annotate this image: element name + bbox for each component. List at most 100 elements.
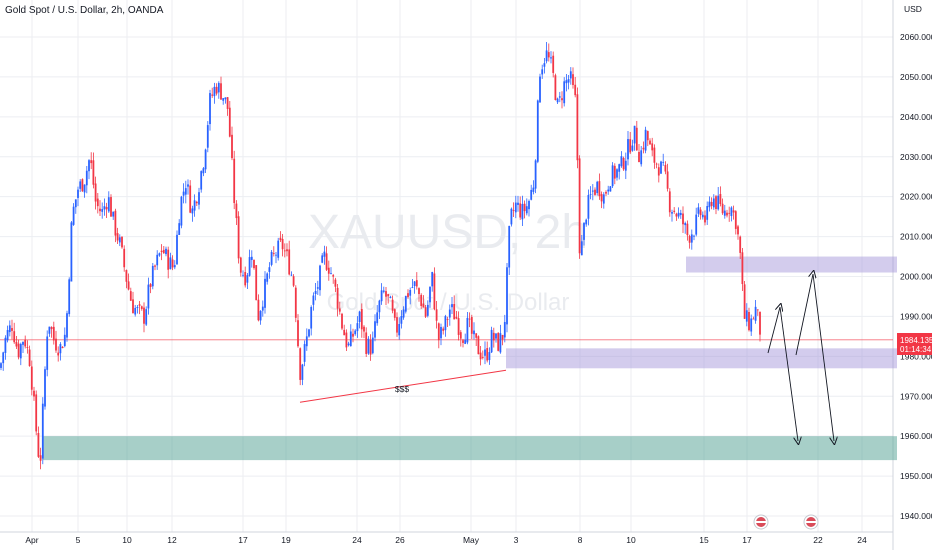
candle-body (17, 343, 20, 358)
candle-body (171, 259, 174, 268)
candle-body (530, 189, 533, 200)
candle-body (413, 281, 416, 287)
candle-body (651, 143, 654, 151)
candle-body (479, 352, 482, 360)
candle-body (88, 160, 90, 172)
candle-body (558, 96, 561, 98)
candle-body (235, 203, 238, 219)
price-tick-label: 2050.000 (900, 72, 932, 82)
time-tick-label: Apr (25, 535, 38, 545)
candle-body (354, 330, 357, 335)
candle-body (609, 186, 612, 192)
candle-body (453, 304, 456, 320)
candle-body (90, 160, 93, 164)
candle-body (195, 201, 198, 204)
drawings[interactable] (299, 274, 834, 441)
candle-body (347, 343, 350, 346)
candle-body (4, 337, 7, 353)
candle-body (217, 83, 220, 93)
candle-body (165, 248, 167, 255)
candle-body (24, 339, 27, 347)
candle-body (706, 206, 709, 220)
candle-body (409, 290, 412, 296)
candles[interactable] (0, 41, 761, 470)
candle-body (701, 214, 704, 218)
candle-body (503, 322, 506, 338)
candle-body (633, 125, 636, 144)
candle-body (26, 346, 29, 348)
candle-body (308, 329, 310, 337)
event-flags[interactable] (753, 514, 819, 530)
candle-body (415, 280, 418, 287)
candle-body (649, 140, 651, 145)
candle-body (231, 134, 233, 159)
candle-body (497, 332, 500, 351)
candle-body (514, 202, 517, 213)
candle-body (420, 294, 423, 306)
candle-body (158, 253, 161, 256)
candle-body (484, 349, 486, 356)
candle-body (253, 259, 255, 269)
candle-body (598, 181, 601, 197)
axis-unit: USD (904, 4, 922, 14)
price-tag-countdown: 01:14:34 (900, 345, 932, 354)
candle-body (464, 339, 467, 344)
candle-body (508, 225, 511, 268)
candle-body (444, 316, 447, 331)
price-tick-label: 1950.000 (900, 471, 932, 481)
candle-body (587, 194, 590, 219)
candle-body (697, 207, 700, 214)
candle-body (167, 249, 170, 270)
candle-body (55, 338, 57, 351)
candle-body (506, 267, 508, 325)
projection-arrow-up-1 (767, 307, 780, 354)
candle-body (206, 125, 209, 148)
candle-body (50, 327, 53, 330)
candle-body (376, 312, 379, 324)
candle-body (107, 197, 110, 212)
candle-body (446, 319, 449, 320)
us-flag-icon-2 (803, 514, 819, 530)
candle-body (220, 83, 222, 100)
candle-body (596, 181, 599, 193)
time-axis[interactable]: Apr 5 10 12 17 19 24 26 May 3 8 10 15 17 22 24 (25, 535, 867, 545)
candle-body (233, 158, 236, 204)
candle-body (437, 323, 440, 341)
candle-body (642, 147, 645, 150)
candle-body (666, 171, 669, 189)
candle-body (572, 74, 574, 86)
price-axis[interactable]: 2060.000 2050.000 2040.000 2030.000 2020.000… (900, 32, 932, 521)
candle-body (310, 307, 313, 329)
time-tick-label: 22 (813, 535, 823, 545)
candle-body (268, 267, 271, 272)
candle-body (534, 160, 537, 189)
candle-body (312, 295, 315, 305)
candle-body (635, 127, 638, 151)
candle-body (393, 309, 396, 318)
candle-body (57, 352, 60, 356)
candle-body (257, 299, 260, 321)
candle-body (589, 194, 592, 196)
candle-body (182, 191, 185, 196)
candle-body (15, 341, 18, 347)
candle-body (156, 254, 159, 266)
candle-body (154, 265, 156, 267)
candle-body (343, 329, 346, 336)
candle-body (752, 318, 755, 320)
candle-body (668, 191, 671, 213)
candle-body (380, 290, 383, 302)
candle-body (429, 286, 431, 303)
candle-body (710, 201, 713, 206)
supply-zone-upper (686, 256, 897, 273)
candle-body (204, 149, 207, 170)
candle-body (283, 250, 286, 252)
candle-body (360, 308, 363, 330)
candle-body (44, 369, 46, 407)
candle-body (739, 236, 742, 253)
candle-body (620, 156, 623, 167)
candle-body (83, 184, 86, 193)
candle-body (499, 333, 502, 353)
candle-body (259, 310, 262, 321)
candle-body (286, 249, 288, 252)
